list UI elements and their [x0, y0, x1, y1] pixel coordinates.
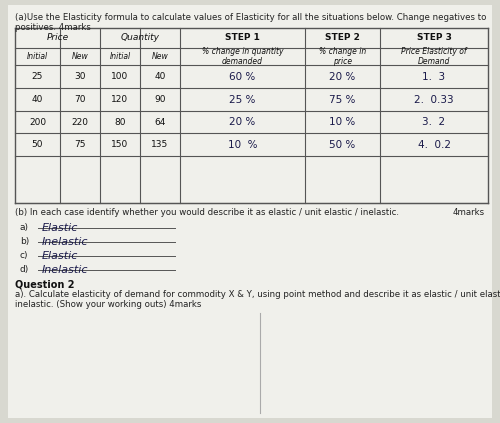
Text: 2.  0.33: 2. 0.33 — [414, 94, 454, 104]
Text: 70: 70 — [74, 95, 86, 104]
Text: STEP 2: STEP 2 — [325, 33, 360, 41]
Text: Price: Price — [46, 33, 68, 41]
Text: 3.  2: 3. 2 — [422, 117, 446, 127]
Text: 150: 150 — [112, 140, 128, 149]
Text: Inelastic: Inelastic — [42, 265, 88, 275]
Text: 90: 90 — [154, 95, 166, 104]
Text: % change in
price: % change in price — [319, 47, 366, 66]
Text: a). Calculate elasticity of demand for commodity X & Y, using point method and d: a). Calculate elasticity of demand for c… — [15, 290, 500, 309]
Text: 25 %: 25 % — [230, 94, 256, 104]
Text: 80: 80 — [114, 118, 126, 126]
Text: 20 %: 20 % — [330, 71, 355, 82]
Text: (a)Use the Elasticity formula to calculate values of Elasticity for all the situ: (a)Use the Elasticity formula to calcula… — [15, 13, 486, 33]
Text: 40: 40 — [154, 72, 166, 81]
Text: 25: 25 — [32, 72, 43, 81]
Text: 40: 40 — [32, 95, 43, 104]
Text: 50: 50 — [32, 140, 44, 149]
Text: 4marks: 4marks — [453, 208, 485, 217]
Text: c): c) — [20, 251, 28, 260]
Text: Price Elasticity of
Demand: Price Elasticity of Demand — [401, 47, 467, 66]
Text: Elastic: Elastic — [42, 223, 78, 233]
Text: (b) In each case identify whether you would describe it as elastic / unit elasti: (b) In each case identify whether you wo… — [15, 208, 399, 217]
Text: 75 %: 75 % — [330, 94, 355, 104]
Text: 64: 64 — [154, 118, 166, 126]
Text: 75: 75 — [74, 140, 86, 149]
Text: Initial: Initial — [27, 52, 48, 61]
FancyBboxPatch shape — [8, 5, 492, 418]
Text: New: New — [72, 52, 88, 61]
Text: 10 %: 10 % — [330, 117, 355, 127]
Text: 1.  3: 1. 3 — [422, 71, 446, 82]
Text: 200: 200 — [29, 118, 46, 126]
Text: d): d) — [20, 265, 29, 274]
Text: Inelastic: Inelastic — [42, 237, 88, 247]
Text: STEP 1: STEP 1 — [225, 33, 260, 41]
Text: 60 %: 60 % — [230, 71, 256, 82]
Text: Question 2: Question 2 — [15, 279, 74, 289]
Text: Quantity: Quantity — [120, 33, 160, 41]
Text: STEP 3: STEP 3 — [416, 33, 452, 41]
Text: 20 %: 20 % — [230, 117, 256, 127]
Text: 135: 135 — [152, 140, 168, 149]
Text: Initial: Initial — [110, 52, 130, 61]
Text: 120: 120 — [112, 95, 128, 104]
Text: b): b) — [20, 237, 29, 246]
Text: Elastic: Elastic — [42, 251, 78, 261]
Text: New: New — [152, 52, 168, 61]
Text: 220: 220 — [72, 118, 88, 126]
Text: % change in quantity
demanded: % change in quantity demanded — [202, 47, 283, 66]
Text: 100: 100 — [112, 72, 128, 81]
Text: 30: 30 — [74, 72, 86, 81]
Text: 50 %: 50 % — [330, 140, 355, 149]
Text: 4.  0.2: 4. 0.2 — [418, 140, 450, 149]
Text: a): a) — [20, 223, 29, 232]
Text: 10  %: 10 % — [228, 140, 257, 149]
